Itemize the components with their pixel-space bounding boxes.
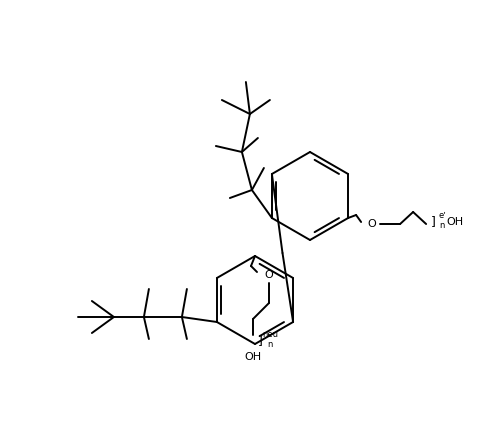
Text: ]: ] — [431, 215, 435, 228]
Text: O: O — [265, 270, 274, 280]
Text: ]: ] — [258, 335, 263, 348]
Text: neu: neu — [262, 329, 278, 339]
Text: eʼ: eʼ — [438, 211, 446, 220]
Text: O: O — [368, 219, 376, 229]
Text: n: n — [439, 220, 445, 229]
Text: n: n — [268, 340, 273, 349]
Text: OH: OH — [244, 352, 262, 362]
Text: OH: OH — [446, 217, 463, 227]
